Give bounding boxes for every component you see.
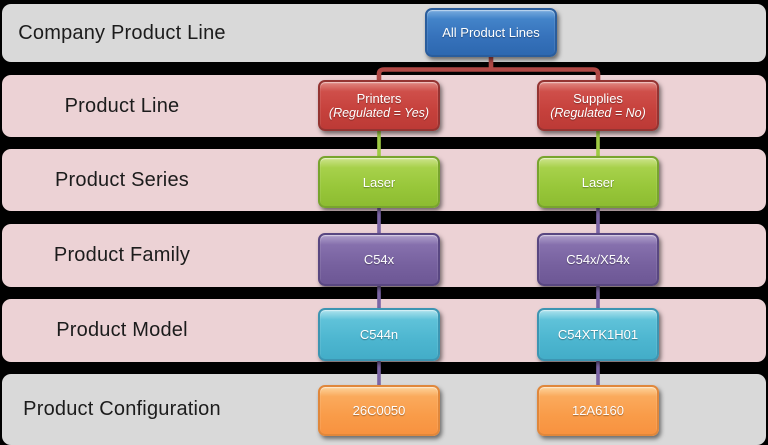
connector-line-to-series xyxy=(377,128,600,158)
row-label-product-line: Product Line xyxy=(64,94,180,117)
node-label: 26C0050 xyxy=(352,403,406,418)
band-company-product-line: Company Product Line xyxy=(2,4,766,62)
node-c544n: C544n xyxy=(318,308,440,361)
node-regulated-note: (Regulated = Yes) xyxy=(328,105,430,120)
node-label: Supplies xyxy=(573,90,623,106)
node-label: C544n xyxy=(359,327,399,342)
connector-lower-levels xyxy=(377,205,600,388)
row-label-product-series: Product Series xyxy=(55,168,189,191)
node-laser-printers: Laser xyxy=(318,156,440,208)
node-c54x-x54x: C54x/X54x xyxy=(537,233,659,286)
node-c54x: C54x xyxy=(318,233,440,286)
node-12a6160: 12A6160 xyxy=(537,385,659,436)
row-label-company-product-line: Company Product Line xyxy=(18,21,226,44)
node-printers: Printers (Regulated = Yes) xyxy=(318,80,440,131)
node-label: Laser xyxy=(581,174,615,190)
node-label: 12A6160 xyxy=(571,403,625,418)
node-supplies: Supplies (Regulated = No) xyxy=(537,80,659,131)
node-all-product-lines: All Product Lines xyxy=(425,8,557,57)
row-label-product-configuration: Product Configuration xyxy=(23,398,221,420)
node-label: Laser xyxy=(362,174,396,190)
connector-root-to-branches xyxy=(376,55,601,83)
node-label: All Product Lines xyxy=(442,25,540,40)
node-label: C54x/X54x xyxy=(566,252,630,267)
node-regulated-note: (Regulated = No) xyxy=(550,105,646,120)
node-label: C54XTK1H01 xyxy=(557,327,639,342)
row-label-product-model: Product Model xyxy=(56,319,188,341)
node-label: Printers xyxy=(356,90,402,106)
node-c54xtk1h01: C54XTK1H01 xyxy=(537,308,659,361)
node-label: C54x xyxy=(363,252,395,267)
node-26c0050: 26C0050 xyxy=(318,385,440,436)
row-label-product-family: Product Family xyxy=(53,244,191,266)
node-laser-supplies: Laser xyxy=(537,156,659,208)
